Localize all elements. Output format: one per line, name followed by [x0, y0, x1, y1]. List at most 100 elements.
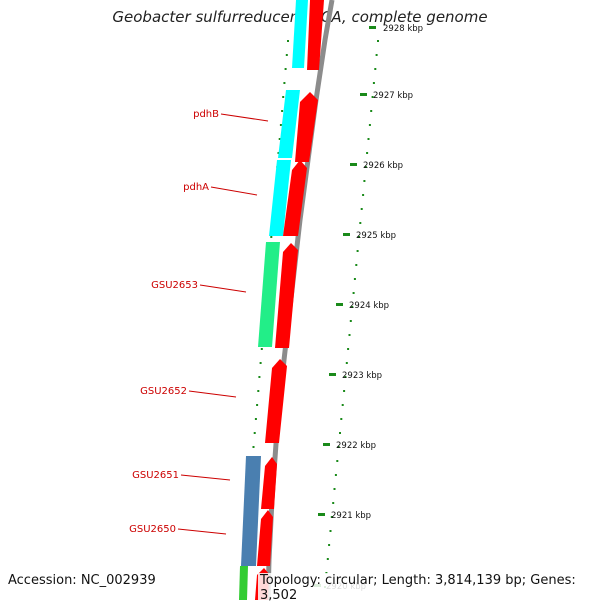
- track-dot: [360, 208, 363, 210]
- kbp-label: 2928 kbp: [383, 24, 423, 34]
- track-dot: [372, 82, 375, 84]
- kbp-label: 2925 kbp: [356, 231, 396, 241]
- gene-leader-line: [220, 113, 269, 122]
- cog-block-blue-1: [241, 456, 261, 566]
- track-dot: [336, 460, 339, 462]
- track-dot: [340, 418, 343, 420]
- track-dot: [285, 54, 288, 56]
- topology-text: Topology: circular; Length: 3,814,139 bp…: [258, 573, 600, 603]
- kbp-scale: 2928 kbp 2927 kbp 2926 kbp 2925 kbp 2924 kbp…: [314, 24, 423, 592]
- gene-label-pdhA: pdhA: [183, 182, 209, 193]
- cog-block-cyan-1: [292, 0, 308, 68]
- track-dot: [254, 418, 257, 420]
- gene-label-GSU2651: GSU2651: [132, 470, 179, 481]
- track-dot: [284, 68, 287, 70]
- track-dot: [374, 68, 377, 70]
- gene-arrow-pdhA: [283, 160, 307, 236]
- kbp-tick: [329, 373, 336, 376]
- kbp-label: 2926 kbp: [363, 161, 403, 171]
- track-dot: [356, 250, 359, 252]
- track-dot: [353, 278, 356, 280]
- kbp-label: 2921 kbp: [331, 511, 371, 521]
- track-dot: [282, 96, 285, 98]
- kbp-tick: [318, 513, 325, 516]
- track-dot: [347, 348, 350, 350]
- gene-label-GSU2653: GSU2653: [151, 280, 198, 291]
- gene-label-GSU2652: GSU2652: [140, 386, 187, 397]
- accession-text: Accession: NC_002939: [8, 573, 156, 588]
- track-dot: [343, 390, 346, 392]
- track-dot: [351, 306, 354, 308]
- gene-leader-line: [177, 528, 227, 535]
- track-dot: [339, 432, 341, 434]
- track-dot: [253, 432, 256, 434]
- track-dot: [337, 446, 340, 448]
- track-dot: [345, 362, 348, 364]
- track-dot: [370, 110, 373, 112]
- gene-label-pdhB: pdhB: [193, 109, 219, 120]
- track-dot: [277, 152, 280, 154]
- cog-block-cyan-3: [269, 160, 291, 236]
- track-dot: [371, 96, 374, 98]
- track-dot: [270, 236, 273, 238]
- track-dot: [348, 334, 351, 336]
- track-dot: [259, 362, 262, 364]
- outer-dotted-track: [324, 40, 379, 588]
- track-dot: [279, 124, 282, 126]
- cog-block-cyan-2: [278, 90, 300, 158]
- kbp-tick: [323, 443, 330, 446]
- gene-arrow-GSU2652: [265, 359, 287, 443]
- track-dot: [283, 82, 286, 84]
- gene-arrow-pdhB: [295, 92, 318, 162]
- gene-leader-line: [180, 474, 231, 481]
- track-dot: [258, 376, 261, 378]
- track-dot: [367, 138, 370, 140]
- gene-arrow-GSU2651: [261, 457, 277, 509]
- track-dot: [344, 376, 347, 378]
- track-dot: [362, 194, 365, 196]
- cog-block-green-1: [258, 242, 280, 347]
- kbp-label: 2927 kbp: [373, 91, 413, 101]
- track-dot: [252, 446, 255, 448]
- gene-arrow-GSU2653: [275, 243, 298, 348]
- track-dot: [363, 180, 366, 182]
- kbp-tick: [343, 233, 350, 236]
- track-dot: [332, 502, 335, 504]
- kbp-label: 2922 kbp: [336, 441, 376, 451]
- kbp-tick: [336, 303, 343, 306]
- gene-leader-line: [210, 186, 258, 196]
- cog-block-green-2: [239, 566, 248, 600]
- gene-label-GSU2650: GSU2650: [129, 524, 176, 535]
- track-dot: [287, 40, 289, 42]
- track-dot: [377, 40, 379, 42]
- track-dot: [358, 236, 360, 238]
- track-dot: [352, 292, 355, 294]
- track-dot: [359, 222, 362, 224]
- track-dot: [328, 544, 331, 546]
- kbp-tick: [369, 26, 376, 29]
- kbp-tick: [360, 93, 367, 96]
- track-dot: [334, 474, 337, 476]
- track-dot: [281, 110, 284, 112]
- track-dot: [364, 166, 367, 168]
- track-dot: [278, 138, 281, 140]
- track-dot: [257, 390, 260, 392]
- gene-leader-line: [199, 284, 247, 293]
- track-dot: [341, 404, 344, 406]
- track-dot: [366, 152, 369, 154]
- track-dot: [349, 320, 352, 322]
- track-dot: [355, 264, 358, 266]
- kbp-label: 2924 kbp: [349, 301, 389, 311]
- gene-leader-line: [188, 390, 237, 398]
- kbp-tick: [350, 163, 357, 166]
- track-dot: [333, 488, 336, 490]
- gene-arrow-GSU2650: [257, 510, 273, 566]
- track-dot: [329, 530, 332, 532]
- gene-labels: pdhB pdhA GSU2653 GSU2652 GSU2651 GSU2650: [129, 109, 269, 535]
- track-dot: [256, 404, 259, 406]
- track-dot: [375, 54, 378, 56]
- track-dot: [326, 558, 329, 560]
- track-dot: [330, 516, 333, 518]
- track-dot: [260, 348, 263, 350]
